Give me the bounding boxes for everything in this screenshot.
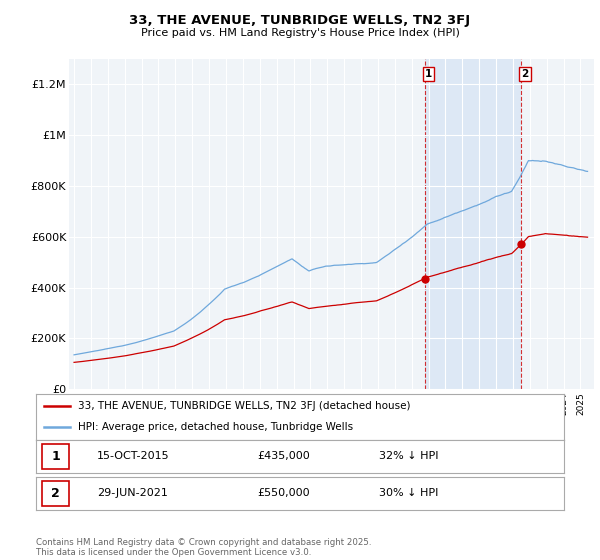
Text: 2: 2: [521, 69, 529, 79]
Text: 2: 2: [51, 487, 60, 500]
Text: 1: 1: [51, 450, 60, 463]
Text: Price paid vs. HM Land Registry's House Price Index (HPI): Price paid vs. HM Land Registry's House …: [140, 28, 460, 38]
FancyBboxPatch shape: [43, 444, 69, 469]
Text: 15-OCT-2015: 15-OCT-2015: [97, 451, 169, 461]
Text: 32% ↓ HPI: 32% ↓ HPI: [379, 451, 439, 461]
Text: 33, THE AVENUE, TUNBRIDGE WELLS, TN2 3FJ: 33, THE AVENUE, TUNBRIDGE WELLS, TN2 3FJ: [130, 14, 470, 27]
Text: HPI: Average price, detached house, Tunbridge Wells: HPI: Average price, detached house, Tunb…: [78, 422, 353, 432]
Text: £435,000: £435,000: [258, 451, 311, 461]
Text: £550,000: £550,000: [258, 488, 310, 498]
Bar: [425, 59, 521, 389]
FancyBboxPatch shape: [43, 480, 69, 506]
Text: 1: 1: [425, 69, 432, 79]
Text: Contains HM Land Registry data © Crown copyright and database right 2025.
This d: Contains HM Land Registry data © Crown c…: [36, 538, 371, 557]
Text: 29-JUN-2021: 29-JUN-2021: [97, 488, 167, 498]
Text: 30% ↓ HPI: 30% ↓ HPI: [379, 488, 439, 498]
Text: 33, THE AVENUE, TUNBRIDGE WELLS, TN2 3FJ (detached house): 33, THE AVENUE, TUNBRIDGE WELLS, TN2 3FJ…: [78, 401, 411, 411]
